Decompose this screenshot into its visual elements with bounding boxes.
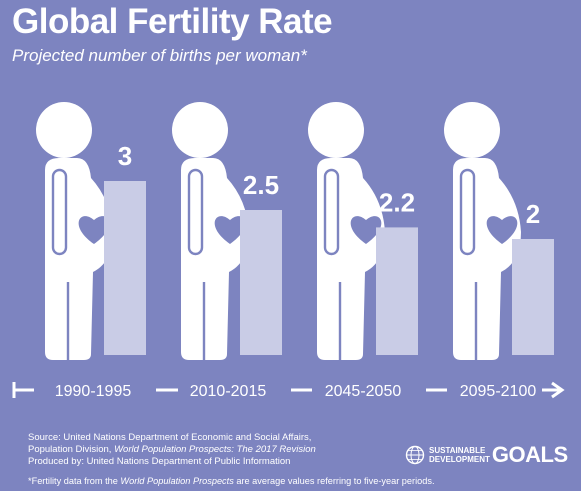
category-label: 2095-2100 [460, 383, 537, 400]
source-line-3: Produced by: United Nations Department o… [28, 456, 291, 467]
value-label: 2.2 [379, 187, 415, 217]
bar [104, 181, 146, 355]
source-division: Population Division, [28, 444, 115, 455]
bar [240, 210, 282, 355]
category-label: 2045-2050 [325, 383, 402, 400]
heart-icon [350, 216, 382, 244]
chart-subtitle: Projected number of births per woman* [12, 46, 307, 65]
footnote-italic: World Population Prospects [120, 476, 234, 486]
pregnant-woman-icon [308, 102, 385, 361]
footnote: *Fertility data from the World Populatio… [28, 476, 435, 486]
source-text: Source: United Nations Department of Eco… [28, 432, 388, 468]
heart-icon [78, 216, 110, 244]
sdg-sustainable: SUSTAINABLE [429, 446, 486, 455]
un-emblem-icon [405, 445, 425, 465]
sdg-goals: GOALS [491, 442, 568, 467]
heart-icon [486, 216, 518, 244]
pregnant-woman-icon [172, 102, 249, 361]
footnote-post: are average values referring to five-yea… [233, 476, 435, 486]
sdg-logo: SUSTAINABLE DEVELOPMENT GOALS [405, 442, 568, 468]
value-label: 3 [118, 141, 132, 171]
pregnant-woman-icon [36, 102, 113, 361]
sdg-development: DEVELOPMENT [429, 455, 490, 464]
source-line-2: Population Division, World Population Pr… [28, 444, 388, 456]
bar [376, 227, 418, 355]
source-publication: World Population Prospects: The 2017 Rev… [114, 444, 316, 455]
source-line-1: Source: United Nations Department of Eco… [28, 432, 312, 443]
fertility-chart: 3 2.5 2.2 2 1990-1995 2010-2015 2045-2050 2095… [12, 102, 565, 400]
value-label: 2 [526, 199, 540, 229]
arrow-right-icon [551, 381, 565, 399]
pregnant-woman-icon [444, 102, 521, 361]
category-label: 2010-2015 [190, 383, 267, 400]
value-label: 2.5 [243, 170, 279, 200]
chart-title: Global Fertility Rate [12, 2, 333, 41]
category-label: 1990-1995 [55, 383, 132, 400]
bar [512, 239, 554, 355]
heart-icon [214, 216, 246, 244]
footnote-pre: *Fertility data from the [28, 476, 121, 486]
